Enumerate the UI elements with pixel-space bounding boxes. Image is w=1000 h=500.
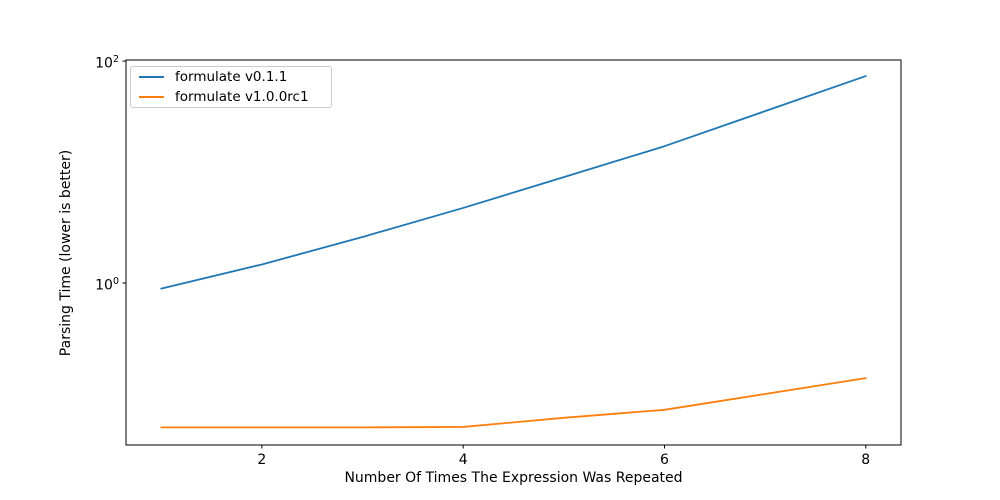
series-line-0 [160,75,867,290]
axes-frame [125,59,902,446]
series-line-1 [160,377,867,429]
